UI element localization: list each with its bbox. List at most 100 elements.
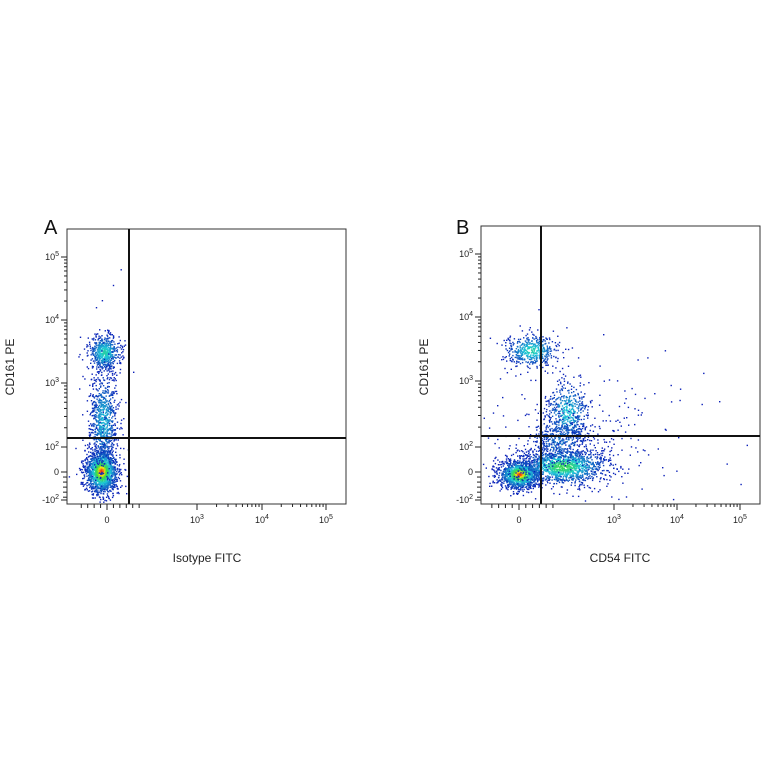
event-dot — [107, 495, 109, 497]
event-dot — [532, 468, 534, 470]
event-dot — [105, 471, 107, 473]
event-dot — [98, 337, 100, 339]
event-dot — [608, 459, 610, 461]
event-dot — [111, 432, 113, 434]
event-dot — [96, 398, 98, 400]
event-dot — [107, 455, 110, 457]
event-dot — [107, 441, 109, 443]
event-dot — [110, 367, 112, 370]
x-tick-label: 104 — [255, 514, 269, 525]
event-dot — [505, 474, 507, 476]
event-dot — [94, 469, 96, 471]
event-dot — [501, 484, 503, 486]
event-dot — [100, 353, 102, 355]
event-dot — [106, 400, 108, 402]
event-dot — [511, 473, 513, 475]
event-dot — [100, 433, 103, 435]
event-dot — [110, 393, 112, 395]
event-dot — [109, 350, 111, 352]
event-dot — [101, 396, 104, 398]
event-dot — [551, 476, 554, 478]
event-dot — [501, 461, 503, 463]
event-dot — [514, 469, 516, 471]
event-dot — [507, 464, 509, 466]
event-dot — [109, 419, 111, 421]
event-dot — [120, 398, 123, 401]
event-dot — [578, 487, 581, 490]
event-dot — [91, 407, 94, 409]
event-dot — [86, 453, 88, 456]
event-dot — [102, 405, 104, 407]
event-dot — [101, 413, 104, 416]
event-dot — [112, 486, 114, 488]
event-dot — [119, 469, 121, 471]
event-dot — [83, 348, 86, 350]
event-dot — [97, 347, 100, 349]
event-dot — [107, 342, 109, 344]
event-dot — [106, 451, 109, 453]
event-dot — [91, 473, 93, 475]
event-dot — [97, 494, 100, 496]
event-dot — [94, 489, 96, 492]
event-dot — [588, 461, 591, 463]
event-dot — [105, 411, 108, 413]
event-dot — [534, 475, 536, 477]
event-dot — [513, 468, 515, 471]
event-dot — [102, 407, 104, 409]
y-tick-label: 105 — [45, 251, 59, 262]
event-dot — [117, 343, 119, 345]
event-dot — [97, 488, 99, 490]
event-dot — [92, 395, 94, 398]
event-dot — [94, 333, 96, 335]
event-dot — [101, 361, 104, 363]
event-dot — [99, 418, 101, 420]
event-dot — [111, 393, 114, 395]
event-dot — [116, 445, 119, 447]
event-dot — [514, 470, 516, 473]
event-dot — [105, 368, 107, 371]
event-dot — [512, 471, 515, 473]
event-dot — [104, 405, 106, 407]
event-dot — [96, 438, 98, 440]
event-dot — [503, 474, 505, 476]
event-dot — [98, 483, 100, 486]
event-dot — [516, 473, 519, 476]
event-dot — [86, 482, 88, 484]
event-dot — [532, 485, 534, 487]
event-dot — [109, 356, 112, 359]
event-dot — [116, 469, 119, 471]
event-dot — [103, 352, 106, 355]
event-dot — [513, 476, 515, 478]
event-dot — [531, 473, 533, 476]
event-dot — [84, 444, 87, 447]
event-dot — [108, 468, 110, 470]
event-dot — [99, 343, 101, 345]
event-dot — [102, 436, 105, 438]
event-dot — [110, 334, 112, 336]
event-dot — [517, 467, 520, 470]
event-dot — [102, 451, 105, 453]
event-dot — [514, 466, 517, 468]
event-dot — [533, 473, 536, 475]
event-dot — [112, 483, 115, 486]
event-dot — [109, 480, 111, 482]
event-dot — [98, 405, 100, 408]
event-dot — [95, 491, 97, 493]
event-dot — [86, 489, 88, 491]
event-dot — [542, 462, 544, 464]
event-dot — [537, 480, 539, 483]
event-dot — [115, 406, 117, 408]
event-dot — [111, 341, 113, 343]
event-dot — [108, 410, 110, 413]
event-dot — [111, 462, 113, 465]
event-dot — [575, 452, 578, 455]
event-dot — [522, 484, 524, 487]
event-dot — [113, 379, 115, 381]
event-dot — [538, 477, 541, 480]
event-dot — [102, 435, 104, 437]
event-dot — [105, 395, 107, 397]
event-dot — [599, 480, 601, 483]
event-dot — [505, 460, 508, 462]
event-dot — [96, 470, 99, 472]
event-dot — [600, 459, 602, 461]
